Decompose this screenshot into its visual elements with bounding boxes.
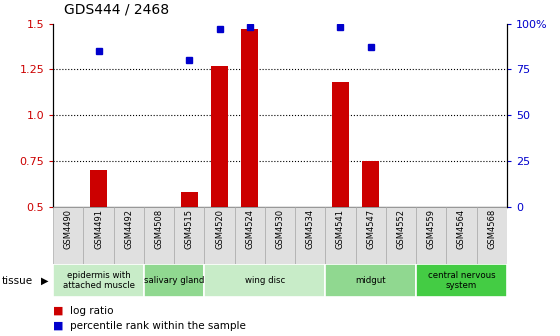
Bar — [356, 207, 386, 264]
Text: midgut: midgut — [356, 276, 386, 285]
Text: GSM4541: GSM4541 — [336, 209, 345, 249]
Bar — [204, 207, 235, 264]
Text: percentile rank within the sample: percentile rank within the sample — [70, 321, 246, 331]
Bar — [114, 207, 144, 264]
Text: GSM4559: GSM4559 — [427, 209, 436, 249]
Text: GSM4491: GSM4491 — [94, 209, 103, 249]
Text: GSM4568: GSM4568 — [487, 209, 496, 249]
Bar — [332, 82, 349, 207]
Bar — [181, 192, 198, 207]
Bar — [416, 207, 446, 264]
Bar — [144, 264, 204, 297]
Bar — [325, 264, 416, 297]
Text: GSM4534: GSM4534 — [306, 209, 315, 249]
Bar — [174, 207, 204, 264]
Text: ■: ■ — [53, 306, 64, 316]
Text: GSM4520: GSM4520 — [215, 209, 224, 249]
Text: tissue: tissue — [2, 276, 33, 286]
Bar — [204, 264, 325, 297]
Bar — [241, 29, 258, 207]
Bar — [477, 207, 507, 264]
Text: GSM4492: GSM4492 — [124, 209, 133, 249]
Text: wing disc: wing disc — [245, 276, 285, 285]
Text: GSM4547: GSM4547 — [366, 209, 375, 249]
Bar — [211, 66, 228, 207]
Text: GDS444 / 2468: GDS444 / 2468 — [64, 3, 170, 17]
Bar — [416, 264, 507, 297]
Bar — [265, 207, 295, 264]
Text: ▶: ▶ — [41, 276, 49, 286]
Text: central nervous
system: central nervous system — [428, 271, 495, 290]
Text: GSM4564: GSM4564 — [457, 209, 466, 249]
Text: log ratio: log ratio — [70, 306, 114, 316]
Bar — [362, 161, 379, 207]
Text: GSM4515: GSM4515 — [185, 209, 194, 249]
Text: GSM4490: GSM4490 — [64, 209, 73, 249]
Bar — [53, 264, 144, 297]
Bar — [295, 207, 325, 264]
Text: epidermis with
attached muscle: epidermis with attached muscle — [63, 271, 134, 290]
Bar — [446, 207, 477, 264]
Text: GSM4530: GSM4530 — [276, 209, 284, 249]
Bar — [90, 170, 107, 207]
Text: salivary gland: salivary gland — [144, 276, 204, 285]
Text: GSM4524: GSM4524 — [245, 209, 254, 249]
Text: GSM4508: GSM4508 — [155, 209, 164, 249]
Text: ■: ■ — [53, 321, 64, 331]
Bar — [144, 207, 174, 264]
Bar — [53, 207, 83, 264]
Text: GSM4552: GSM4552 — [396, 209, 405, 249]
Bar — [325, 207, 356, 264]
Bar — [83, 207, 114, 264]
Bar — [386, 207, 416, 264]
Bar — [235, 207, 265, 264]
